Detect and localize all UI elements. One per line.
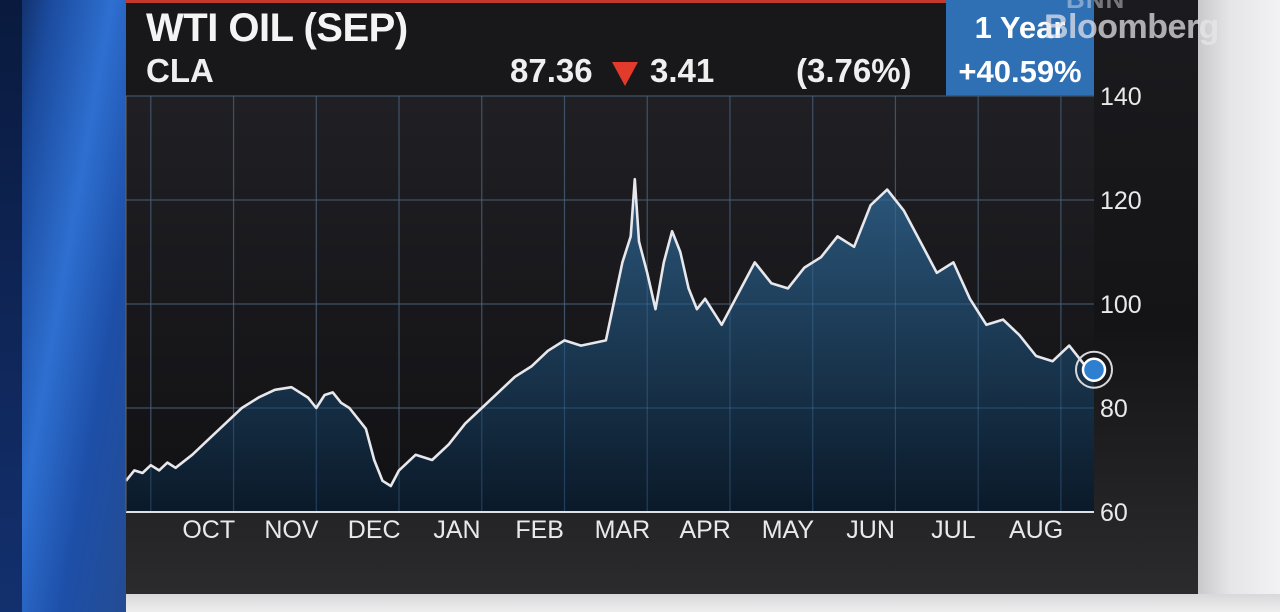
x-tick-label: NOV [264, 516, 319, 544]
period-change: +40.59% [958, 54, 1082, 89]
x-tick-label: JUL [931, 516, 976, 544]
brand-prefix-logo: BNN [1066, 0, 1125, 15]
x-tick-label: OCT [182, 516, 235, 544]
y-tick-label: 60 [1100, 499, 1128, 527]
background-bottom [126, 594, 1280, 612]
last-price: 87.36 [510, 52, 593, 89]
brand-logo: Bloomberg [1044, 8, 1219, 46]
x-tick-label: AUG [1009, 516, 1063, 544]
x-tick-label: JUN [846, 516, 895, 544]
y-tick-label: 80 [1100, 395, 1128, 423]
instrument-title: WTI OIL (SEP) [146, 6, 408, 50]
background-right [1198, 0, 1280, 612]
background-left-stripe [0, 0, 22, 612]
price-change-percent: (3.76%) [796, 52, 912, 89]
y-tick-label: 100 [1100, 291, 1142, 319]
y-tick-label: 120 [1100, 187, 1142, 215]
x-tick-label: MAR [595, 516, 651, 544]
price-change: 3.41 [650, 52, 715, 89]
last-value-marker [1081, 357, 1107, 382]
price-line [124, 177, 1095, 488]
quote-header [126, 3, 946, 95]
period-box [946, 0, 1094, 96]
x-tick-label: DEC [348, 516, 401, 544]
x-tick-label: JAN [433, 516, 480, 544]
x-tick-label: FEB [515, 516, 564, 544]
ticker-symbol: CLA [146, 52, 214, 89]
price-area [126, 179, 1094, 512]
header-accent-line [126, 0, 946, 3]
y-tick-label: 140 [1100, 83, 1142, 111]
last-value-marker-ring [1075, 350, 1113, 389]
down-triangle-icon [612, 62, 638, 86]
period-label: 1 Year [974, 10, 1066, 45]
x-tick-label: MAY [762, 516, 815, 544]
x-tick-label: APR [679, 516, 730, 544]
